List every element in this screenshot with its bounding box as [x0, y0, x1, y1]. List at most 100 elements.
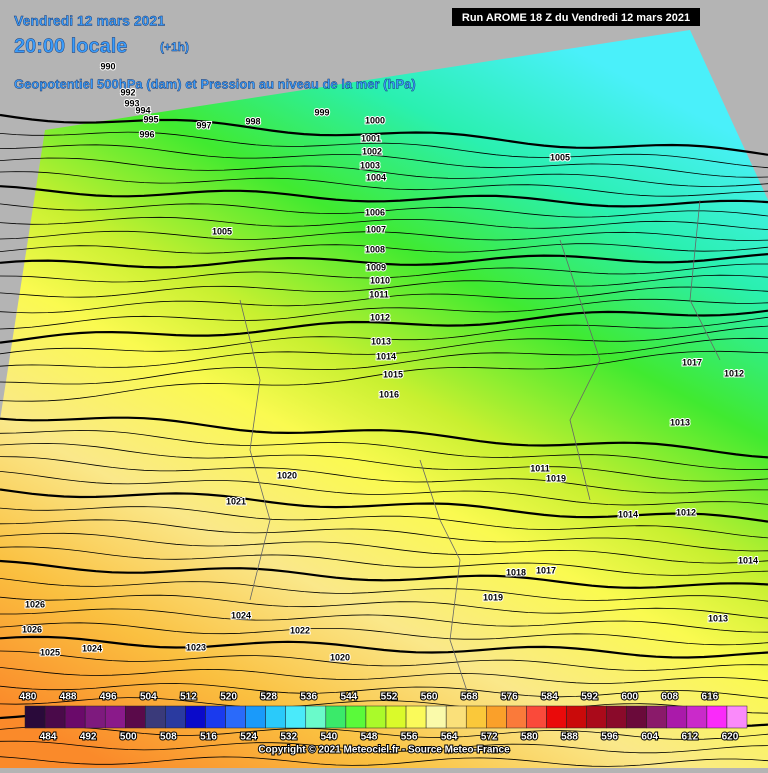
- scale-label: 576: [501, 692, 518, 703]
- scale-swatch: [666, 705, 688, 729]
- scale-label: 528: [260, 692, 277, 703]
- isobar: [0, 171, 768, 197]
- scale-label: 616: [702, 692, 719, 703]
- isobar-label: 1012: [676, 507, 696, 517]
- isobar-label: 990: [100, 61, 115, 71]
- scale-swatch: [686, 705, 708, 729]
- isobar-label: 998: [245, 116, 260, 126]
- scale-label: 556: [401, 732, 418, 743]
- isobar-label: 999: [314, 107, 329, 117]
- isobar: [0, 471, 768, 506]
- scale-label: 600: [621, 692, 638, 703]
- isobar-label: 1005: [550, 152, 570, 162]
- scale-swatch: [245, 705, 266, 729]
- isobar: [0, 286, 768, 314]
- isobar: [0, 253, 768, 269]
- scale-swatch: [706, 705, 728, 729]
- isobar-label: 1024: [82, 643, 102, 653]
- subtitle: Geopotentiel 500hPa (dam) et Pression au…: [14, 76, 416, 91]
- isobar-label: 1012: [724, 368, 744, 378]
- run: Run AROME 18 Z du Vendredi 12 mars 2021: [462, 12, 690, 24]
- isobar: [0, 594, 768, 619]
- scale-swatch: [405, 705, 427, 729]
- scale-label: 544: [341, 692, 358, 703]
- isobar-label: 993: [124, 98, 139, 108]
- isobar-label: 1020: [277, 470, 297, 480]
- isobar: [0, 740, 768, 754]
- isobar-label: 1023: [186, 642, 206, 652]
- scale-label: 588: [561, 732, 578, 743]
- isobar-label: 996: [139, 129, 154, 139]
- scale-label: 536: [300, 692, 317, 703]
- copyright: Copyright © 2021 Meteociel.fr - Source M…: [258, 745, 510, 756]
- isobar: [0, 559, 768, 589]
- scale-label: 508: [160, 732, 177, 743]
- isobar: [0, 416, 768, 459]
- isobar: [0, 113, 768, 156]
- scale-label: 532: [280, 732, 297, 743]
- scale-label: 564: [441, 732, 458, 743]
- scale-label: 504: [140, 692, 157, 703]
- scale-swatch: [526, 705, 547, 729]
- scale-swatch: [646, 705, 668, 729]
- scale-label: 484: [40, 732, 57, 743]
- scale-swatch: [486, 705, 507, 729]
- scale-swatch: [566, 705, 587, 729]
- isobar-label: 1002: [362, 146, 382, 156]
- scale-label: 560: [421, 692, 438, 703]
- isobar: [0, 298, 768, 330]
- scale-swatch: [465, 705, 487, 729]
- isobar-label: 1013: [371, 336, 391, 346]
- isobar: [0, 203, 768, 218]
- scale-label: 548: [361, 732, 378, 743]
- isobar: [0, 185, 768, 208]
- isobar-label: 1011: [369, 289, 389, 299]
- scale-swatch: [44, 705, 66, 729]
- isobar: [0, 325, 768, 368]
- isobar-label: 1000: [365, 115, 385, 125]
- isobar-label: 1006: [365, 207, 385, 217]
- isobar: [0, 697, 768, 714]
- scale-label: 612: [681, 732, 698, 743]
- scale-swatch: [305, 705, 327, 729]
- scale-swatch: [626, 705, 647, 729]
- isobar: [0, 456, 768, 494]
- isobar: [0, 443, 768, 482]
- scale-swatch: [586, 705, 607, 729]
- scale-swatch: [165, 705, 186, 729]
- isobar-label: 1013: [708, 613, 728, 623]
- isobar: [0, 650, 768, 671]
- isobar: [0, 488, 768, 523]
- isobar: [0, 546, 768, 576]
- isobar: [0, 230, 768, 241]
- isobar: [0, 309, 768, 344]
- isobar: [0, 350, 768, 402]
- scale-label: 568: [461, 692, 478, 703]
- isobar-label: 1001: [361, 133, 381, 143]
- scale-swatch: [265, 705, 286, 729]
- border: [689, 199, 721, 361]
- scale-swatch: [125, 705, 146, 729]
- scale-label: 520: [220, 692, 237, 703]
- isobar-label: 1019: [483, 592, 503, 602]
- scale-swatch: [385, 705, 407, 729]
- isobar: [0, 622, 768, 646]
- color-scale: 480 484 488 492 496 500 504 508 512 516 520 524 528 5…: [19, 691, 748, 744]
- scale-label: 492: [80, 732, 97, 743]
- scale-label: 524: [240, 732, 257, 743]
- scale-swatch: [185, 705, 206, 729]
- scale-label: 580: [521, 732, 538, 743]
- scale-label: 608: [661, 692, 678, 703]
- scale-label: 512: [180, 692, 197, 703]
- isobar-label: 1009: [366, 262, 386, 272]
- scale-swatch: [546, 705, 567, 729]
- run-box: [452, 8, 700, 26]
- isobar: [0, 726, 768, 740]
- isobar: [0, 667, 768, 684]
- scale-label: 572: [481, 732, 498, 743]
- isobar-label: 1010: [370, 275, 390, 285]
- scale-label: 496: [100, 692, 117, 703]
- isobar-label: 1020: [330, 652, 350, 662]
